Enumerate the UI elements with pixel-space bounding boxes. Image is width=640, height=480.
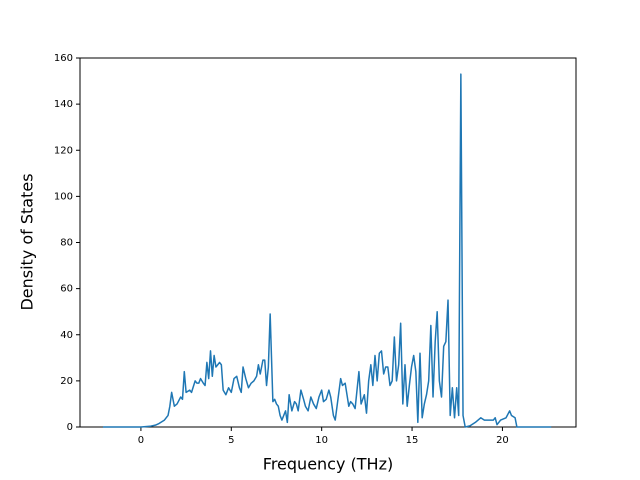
data-line	[102, 73, 552, 428]
x-tick-label: 10	[315, 435, 328, 446]
y-axis-label: Density of States	[18, 173, 37, 310]
y-tick-label: 100	[54, 191, 73, 202]
y-tick-label: 20	[60, 376, 73, 387]
y-tick-label: 120	[54, 145, 73, 156]
y-tick-label: 140	[54, 99, 73, 110]
y-tick-label: 160	[54, 53, 73, 64]
x-tick-label: 15	[406, 435, 419, 446]
y-tick-label: 80	[60, 238, 73, 249]
x-tick-label: 5	[228, 435, 234, 446]
y-tick-label: 0	[67, 422, 73, 433]
y-tick-label: 60	[60, 284, 73, 295]
y-tick-label: 40	[60, 330, 73, 341]
x-tick-label: 0	[138, 435, 144, 446]
plot-frame	[79, 57, 577, 428]
x-tick-label: 20	[496, 435, 509, 446]
x-axis-label: Frequency (THz)	[263, 455, 393, 474]
